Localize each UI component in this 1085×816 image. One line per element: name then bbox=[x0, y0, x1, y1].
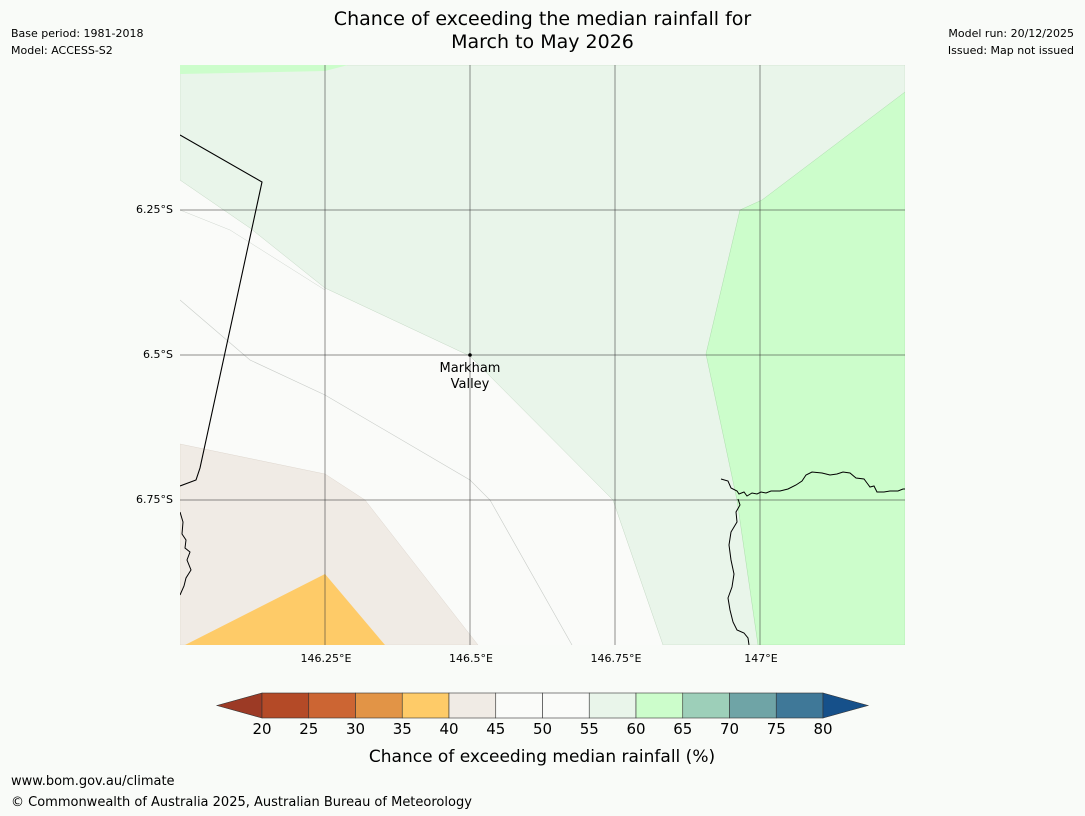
colorbar-cell bbox=[355, 692, 403, 719]
colorbar-cell bbox=[308, 692, 356, 719]
copyright-notice: © Commonwealth of Australia 2025, Austra… bbox=[11, 795, 472, 810]
region-35-40 bbox=[185, 574, 385, 645]
colorbar-tick-label: 25 bbox=[299, 720, 318, 738]
colorbar-cell bbox=[588, 692, 637, 719]
colorbar-extend-low bbox=[215, 692, 263, 719]
colorbar-tick-label: 35 bbox=[393, 720, 412, 738]
map-title: Chance of exceeding the median rainfall … bbox=[0, 8, 1085, 54]
contour-line bbox=[180, 299, 573, 645]
map-figure: Markham Valley 6.25°S 6.5°S 6.75°S 146.2… bbox=[136, 65, 905, 767]
colorbar-cell bbox=[542, 692, 590, 719]
coastline-west bbox=[180, 511, 192, 596]
colorbar-tick-label: 80 bbox=[813, 720, 832, 738]
colorbar-tick-label: 75 bbox=[767, 720, 786, 738]
colorbar: 20 25 30 35 40 45 50 55 60 65 70 75 80 Chance of exc… bbox=[215, 692, 870, 767]
river-line bbox=[727, 498, 750, 645]
colorbar-tick-label: 60 bbox=[626, 720, 645, 738]
colorbar-tick-label: 30 bbox=[346, 720, 365, 738]
place-marker[interactable] bbox=[468, 353, 472, 357]
colorbar-tick-label: 65 bbox=[673, 720, 692, 738]
colorbar-tick-label: 20 bbox=[252, 720, 271, 738]
colorbar-label: Chance of exceeding median rainfall (%) bbox=[369, 747, 715, 767]
place-label-line-2: Valley bbox=[451, 377, 490, 392]
lon-label: 147°E bbox=[744, 652, 777, 665]
colorbar-extend-high bbox=[822, 692, 870, 719]
base-period: Base period: 1981-2018 bbox=[11, 27, 144, 40]
colorbar-tick-label: 40 bbox=[439, 720, 458, 738]
lon-label: 146.75°E bbox=[591, 652, 642, 665]
colorbar-tick-label: 70 bbox=[720, 720, 739, 738]
lon-label: 146.5°E bbox=[449, 652, 493, 665]
colorbar-tick-label: 45 bbox=[486, 720, 505, 738]
colorbar-cell bbox=[635, 692, 684, 719]
colorbar-cell bbox=[448, 692, 497, 719]
footer-link[interactable]: www.bom.gov.au/climate bbox=[11, 774, 175, 789]
title-line-2: March to May 2026 bbox=[451, 31, 634, 53]
colorbar-cell bbox=[401, 692, 450, 719]
lon-label: 146.25°E bbox=[301, 652, 352, 665]
colorbar-cell bbox=[495, 692, 543, 719]
model-run: Model run: 20/12/2025 bbox=[948, 27, 1074, 40]
map-area[interactable] bbox=[180, 65, 905, 645]
coastline-east bbox=[720, 471, 905, 497]
colorbar-tick-label: 55 bbox=[580, 720, 599, 738]
title-line-1: Chance of exceeding the median rainfall … bbox=[333, 8, 752, 30]
province-border bbox=[180, 134, 263, 487]
colorbar-cell bbox=[729, 692, 777, 719]
contour-line bbox=[180, 209, 326, 291]
colorbar-cell bbox=[261, 692, 310, 719]
lat-label: 6.5°S bbox=[143, 348, 173, 361]
meta-left: Base period: 1981-2018 Model: ACCESS-S2 bbox=[11, 25, 143, 59]
model-name: Model: ACCESS-S2 bbox=[11, 44, 113, 57]
meta-right: Model run: 20/12/2025 Issued: Map not is… bbox=[948, 25, 1074, 59]
place-label-line-1: Markham bbox=[440, 361, 501, 376]
lat-label: 6.75°S bbox=[136, 493, 173, 506]
region-40-45 bbox=[180, 443, 479, 645]
colorbar-cell bbox=[682, 692, 730, 719]
colorbar-tick-label: 50 bbox=[533, 720, 552, 738]
region-60-65-north bbox=[180, 65, 348, 74]
colorbar-cell bbox=[775, 692, 824, 719]
issued-status: Issued: Map not issued bbox=[947, 44, 1074, 57]
region-60-65-east bbox=[705, 91, 905, 645]
lat-label: 6.25°S bbox=[136, 203, 173, 216]
